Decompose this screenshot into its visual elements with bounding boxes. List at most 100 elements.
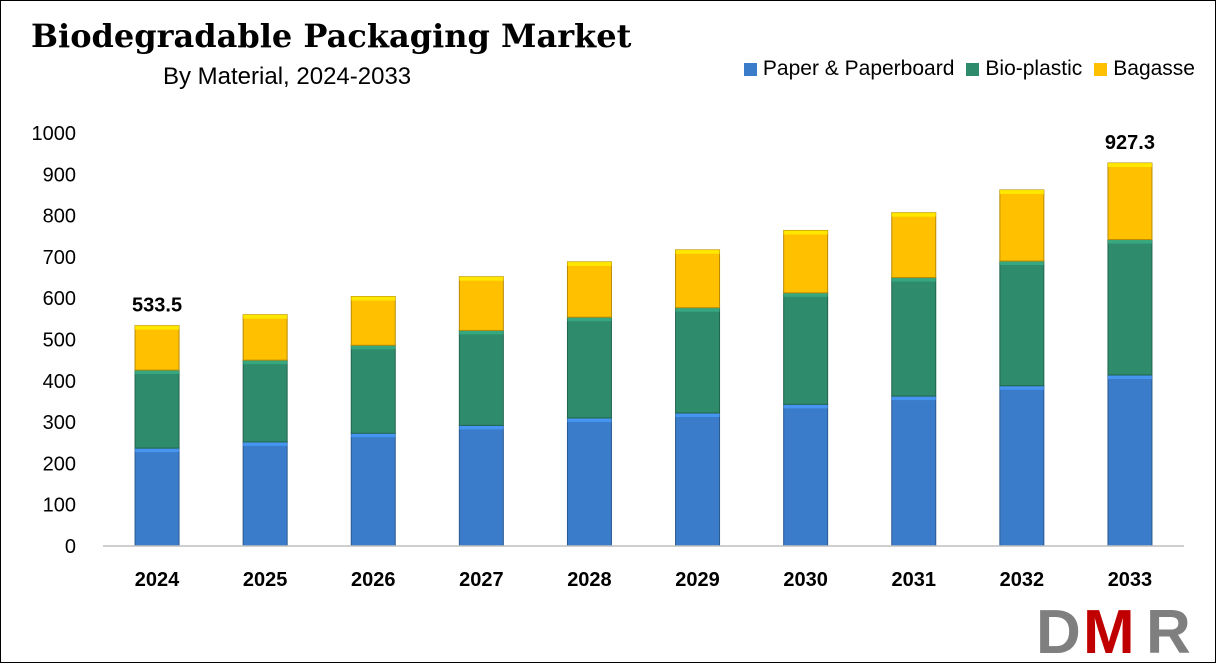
bar-bagasse-2026 — [350, 296, 396, 346]
bar-bio-plastic-2030 — [783, 292, 829, 405]
bar-bevel — [351, 296, 396, 301]
y-tick-label: 400 — [43, 371, 76, 393]
data-label-total: 533.5 — [132, 295, 182, 317]
legend-label-bioplastic: Bio-plastic — [985, 57, 1083, 80]
bar-bevel — [999, 189, 1044, 194]
bar-bio-plastic-2027 — [458, 329, 504, 426]
bar-bevel — [999, 261, 1044, 266]
y-tick-label: 200 — [43, 453, 76, 475]
bar-bagasse-2032 — [999, 189, 1045, 262]
bar-bevel — [135, 448, 180, 453]
bar-bagasse-2031 — [891, 212, 937, 279]
legend-swatch-bioplastic — [966, 62, 980, 76]
bar-bio-plastic-2031 — [891, 277, 937, 397]
bar-bevel — [135, 370, 180, 375]
bar-bio-plastic-2026 — [350, 344, 396, 434]
legend-label-paper: Paper & Paperboard — [762, 57, 955, 80]
logo-letter-m: M — [1083, 599, 1135, 657]
logo-letter-r: R — [1146, 599, 1191, 657]
bar-bevel — [459, 330, 504, 335]
bar-bevel — [783, 292, 828, 297]
bar-bevel — [783, 230, 828, 235]
bar-bevel — [567, 261, 612, 266]
y-tick-label: 300 — [43, 412, 76, 434]
bar-bagasse-2028 — [566, 261, 612, 318]
bar-bio-plastic-2024 — [134, 369, 180, 449]
bar-bio-plastic-2033 — [1107, 239, 1153, 376]
bar-bagasse-2027 — [458, 276, 504, 331]
bar-bevel — [675, 249, 720, 254]
x-tick-label: 2029 — [675, 569, 720, 591]
bar-paper-paperboard-2030 — [783, 403, 829, 547]
bar-bevel — [351, 345, 396, 350]
x-tick-label: 2027 — [459, 569, 504, 591]
bar-paper-paperboard-2025 — [242, 441, 288, 547]
legend-swatch-bagasse — [1094, 62, 1108, 76]
dmr-logo: D M R — [1036, 599, 1191, 657]
bar-bagasse-2024 — [134, 325, 180, 371]
x-tick-label: 2026 — [351, 569, 396, 591]
bar-bevel — [891, 277, 936, 282]
bar-bio-plastic-2028 — [566, 316, 612, 419]
bar-bevel — [567, 317, 612, 322]
legend: Paper & Paperboard Bio-plastic Bagasse — [732, 57, 1195, 81]
y-tick-label: 1000 — [32, 123, 77, 145]
bar-bevel — [1107, 239, 1152, 244]
bar-bevel — [1107, 375, 1152, 380]
bar-bevel — [891, 396, 936, 401]
bar-bagasse-2033 — [1107, 162, 1153, 241]
bar-paper-paperboard-2031 — [891, 395, 937, 547]
bar-bevel — [135, 325, 180, 330]
bar-bevel — [351, 433, 396, 438]
data-label-total: 927.3 — [1105, 132, 1155, 154]
bar-bevel — [567, 417, 612, 422]
chart-subtitle: By Material, 2024-2033 — [163, 63, 412, 90]
bar-paper-paperboard-2026 — [350, 432, 396, 547]
bar-bio-plastic-2025 — [242, 359, 288, 443]
x-tick-label: 2032 — [1000, 569, 1045, 591]
bar-paper-paperboard-2029 — [675, 412, 721, 547]
legend-label-bagasse: Bagasse — [1113, 57, 1195, 80]
bar-bevel — [243, 360, 288, 365]
legend-item-bioplastic: Bio-plastic — [966, 57, 1082, 81]
bar-bevel — [783, 404, 828, 409]
bar-bio-plastic-2029 — [675, 307, 721, 414]
y-tick-label: 800 — [43, 206, 76, 228]
logo-letter-d: D — [1036, 599, 1081, 657]
x-tick-label: 2030 — [783, 569, 828, 591]
bar-bagasse-2029 — [675, 249, 721, 309]
x-tick-label: 2033 — [1108, 569, 1153, 591]
x-tick-label: 2031 — [892, 569, 937, 591]
bar-bevel — [243, 441, 288, 446]
y-tick-label: 0 — [65, 536, 76, 558]
bar-bevel — [243, 314, 288, 319]
x-tick-label: 2028 — [567, 569, 612, 591]
bar-bevel — [891, 212, 936, 217]
x-tick-label: 2024 — [135, 569, 180, 591]
bar-bagasse-2030 — [783, 229, 829, 294]
chart-title: Biodegradable Packaging Market — [31, 17, 632, 55]
legend-item-paper: Paper & Paperboard — [743, 57, 955, 81]
y-tick-label: 700 — [43, 247, 76, 269]
y-tick-label: 900 — [43, 164, 76, 186]
bar-bevel — [459, 425, 504, 430]
bar-paper-paperboard-2032 — [999, 385, 1045, 547]
y-tick-label: 500 — [43, 330, 76, 352]
bar-paper-paperboard-2027 — [458, 424, 504, 547]
legend-swatch-paper — [743, 62, 757, 76]
bar-bevel — [675, 413, 720, 418]
bar-bevel — [1107, 163, 1152, 168]
bar-bevel — [675, 307, 720, 312]
bar-paper-paperboard-2033 — [1107, 374, 1153, 547]
y-tick-label: 100 — [43, 495, 76, 517]
bar-bevel — [999, 385, 1044, 390]
y-tick-label: 600 — [43, 288, 76, 310]
bar-paper-paperboard-2028 — [566, 417, 612, 547]
bar-bagasse-2025 — [242, 314, 288, 361]
x-tick-label: 2025 — [243, 569, 288, 591]
bar-bevel — [459, 276, 504, 281]
legend-item-bagasse: Bagasse — [1094, 57, 1195, 81]
bar-paper-paperboard-2024 — [134, 447, 180, 547]
